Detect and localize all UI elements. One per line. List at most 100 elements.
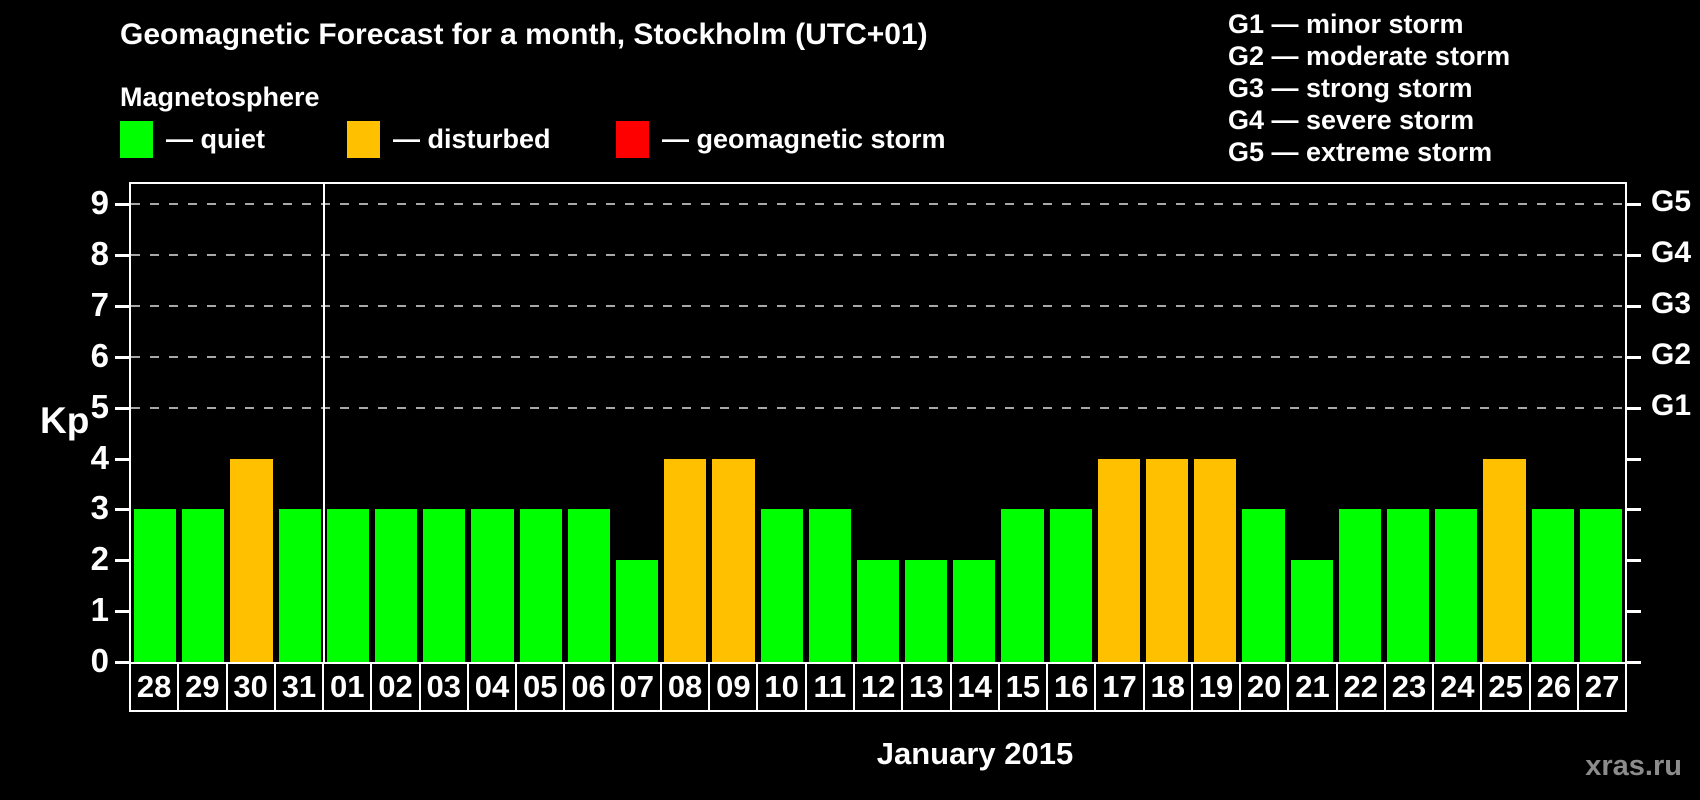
g-legend-line-g2: G2 — moderate storm: [1228, 41, 1511, 71]
right-axis-label-g3: G3: [1651, 287, 1692, 321]
right-axis-label-g1: G1: [1651, 388, 1692, 422]
y-axis-tick-label: 7: [90, 286, 109, 324]
right-axis-tick: [1627, 254, 1641, 258]
legend-item-quiet: — quiet: [120, 121, 265, 158]
day-label-20: 20: [1239, 664, 1287, 710]
y-axis-tick: [115, 508, 129, 512]
bar-day-24: [1435, 509, 1478, 662]
y-axis-tick-label: 2: [90, 540, 109, 578]
day-label-31: 31: [273, 664, 322, 710]
day-label-10: 10: [756, 664, 804, 710]
y-axis-tick: [115, 203, 129, 207]
y-axis-tick: [115, 305, 129, 309]
x-axis-day-labels: 28 29 30 31 01 02 03 04 05 06 07 08 09 10 11 12 13 14 15 16…: [129, 662, 1627, 712]
y-axis-tick: [115, 661, 129, 664]
day-label-21: 21: [1287, 664, 1335, 710]
bar-day-25: [1483, 458, 1526, 662]
day-label-02: 02: [370, 664, 418, 710]
bar-day-09: [712, 458, 755, 662]
bar-day-21: [1290, 560, 1333, 662]
right-axis-tick: [1627, 406, 1641, 410]
bar-day-02: [374, 509, 418, 662]
gridline-kp6: [131, 355, 1625, 358]
bar-day-17: [1097, 458, 1141, 662]
bar-day-29: [182, 509, 225, 662]
y-axis-tick: [115, 406, 129, 410]
day-label-27: 27: [1576, 664, 1625, 710]
right-axis-tick: [1627, 457, 1641, 461]
bar-day-12: [856, 560, 900, 662]
day-label-22: 22: [1335, 664, 1384, 710]
bar-day-08: [664, 458, 707, 662]
day-label-09: 09: [708, 664, 756, 710]
day-label-29: 29: [177, 664, 225, 710]
right-axis-tick: [1627, 203, 1641, 207]
day-label-28: 28: [136, 669, 172, 704]
y-axis-tick-label: 5: [90, 387, 109, 425]
y-axis-tick: [115, 457, 129, 461]
right-axis-label-g2: G2: [1651, 337, 1692, 371]
y-axis-tick-label: 9: [90, 184, 109, 222]
day-label-05: 05: [515, 664, 563, 710]
bar-day-07: [615, 560, 659, 662]
y-axis-tick: [115, 610, 129, 614]
bar-day-03: [423, 509, 466, 662]
bar-day-20: [1242, 509, 1285, 662]
day-label-01: 01: [322, 664, 370, 710]
plot-area: 0 1 2 3 4 5 6 7 8 9 G1 G2 G3 G4 G5: [91, 182, 1691, 679]
quiet-color-swatch: [120, 121, 153, 158]
gridline-kp5: [131, 406, 1625, 409]
day-label-23: 23: [1383, 664, 1432, 710]
bar-day-18: [1146, 458, 1189, 662]
legend-label-storm: — geomagnetic storm: [662, 124, 946, 154]
bar-day-31: [278, 509, 321, 662]
chart-title: Geomagnetic Forecast for a month, Stockh…: [120, 18, 928, 51]
bar-day-06: [567, 509, 610, 662]
chart-subtitle: Magnetosphere: [120, 82, 320, 112]
disturbed-color-swatch: [347, 121, 380, 158]
y-axis-tick-label: 1: [90, 591, 109, 629]
right-axis-tick: [1627, 661, 1641, 664]
y-axis-tick: [115, 355, 129, 359]
legend-label-disturbed: — disturbed: [393, 124, 551, 154]
bar-day-27: [1579, 509, 1622, 662]
day-label-25: 25: [1480, 664, 1528, 710]
bar-day-30: [230, 458, 273, 662]
g-legend-line-g4: G4 — severe storm: [1228, 105, 1475, 135]
watermark: xras.ru: [1585, 750, 1682, 782]
legend-item-storm: — geomagnetic storm: [616, 121, 946, 158]
y-axis-tick-label: 0: [90, 642, 109, 679]
right-axis-tick: [1627, 305, 1641, 309]
g-legend-line-g1: G1 — minor storm: [1228, 9, 1464, 39]
day-label-12: 12: [852, 664, 901, 710]
g-legend-line-g3: G3 — strong storm: [1228, 73, 1473, 103]
bar-day-10: [760, 509, 803, 662]
day-label-13: 13: [901, 664, 949, 710]
day-label-30: 30: [225, 664, 274, 710]
day-label-18: 18: [1142, 664, 1191, 710]
y-axis-tick: [115, 559, 129, 563]
bar-day-22: [1338, 509, 1382, 662]
day-label-19: 19: [1190, 664, 1239, 710]
day-label-15: 15: [997, 664, 1046, 710]
day-label-06: 06: [563, 664, 611, 710]
day-label-26: 26: [1528, 664, 1577, 710]
bar-day-16: [1049, 509, 1092, 662]
day-label-08: 08: [659, 664, 708, 710]
storm-color-swatch: [616, 121, 649, 158]
day-label-07: 07: [611, 664, 660, 710]
right-axis-label-g5: G5: [1651, 185, 1692, 219]
month-separator-line: [322, 184, 325, 662]
bar-day-14: [953, 560, 996, 662]
day-label-16: 16: [1046, 664, 1094, 710]
g-legend-line-g5: G5 — extreme storm: [1228, 137, 1493, 167]
right-axis-label-g4: G4: [1651, 236, 1692, 270]
bar-day-26: [1531, 509, 1574, 662]
y-axis-tick-label: 8: [90, 235, 109, 273]
bar-day-01: [326, 509, 369, 662]
right-axis-tick: [1627, 610, 1641, 614]
gridline-kp9: [131, 203, 1625, 206]
day-label-17: 17: [1094, 664, 1142, 710]
bar-day-15: [1001, 509, 1044, 662]
